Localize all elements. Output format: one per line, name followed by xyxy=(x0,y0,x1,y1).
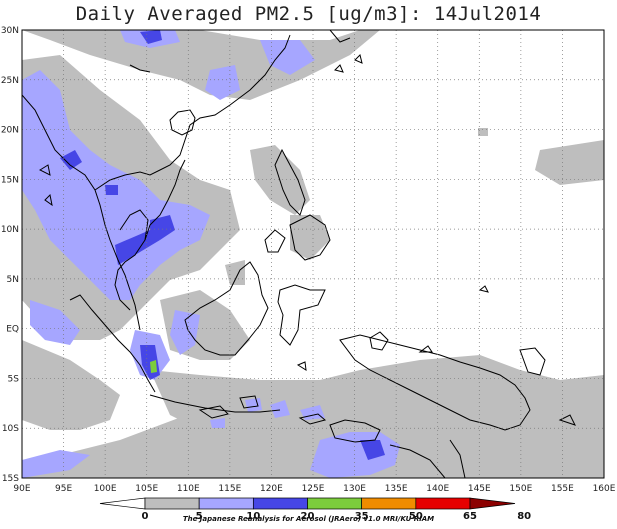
lat-label: 10N xyxy=(1,225,19,235)
lat-label: 15N xyxy=(1,175,19,185)
lon-label: 160E xyxy=(593,484,616,494)
lon-label: 135E xyxy=(385,484,408,494)
lon-label: 145E xyxy=(468,484,491,494)
coastlines xyxy=(22,30,576,478)
lat-label: 5S xyxy=(8,374,20,384)
colorbar-segment xyxy=(307,497,363,510)
colorbar-segment xyxy=(361,497,417,510)
colorbar-tick-label: 65 xyxy=(463,511,477,522)
plot-frame xyxy=(21,29,605,479)
lon-label: 105E xyxy=(135,484,158,494)
colorbar-tick-label: 0 xyxy=(142,511,149,522)
pm25-shading-35-50 xyxy=(150,360,157,373)
lon-label: 150E xyxy=(509,484,532,494)
colorbar-tick-label: 50 xyxy=(409,511,423,522)
colorbar-tick-label: 80 xyxy=(517,511,531,522)
lon-label: 140E xyxy=(426,484,449,494)
lat-label: 30N xyxy=(1,26,19,36)
latitude-labels: 30N 25N 20N 15N 10N 5N EQ 5S 10S 15S xyxy=(1,26,19,484)
lon-label: 130E xyxy=(343,484,366,494)
lon-label: 110E xyxy=(177,484,200,494)
colorbar-segment xyxy=(252,497,308,510)
colorbar-tick-label: 5 xyxy=(196,511,203,522)
lat-label: 15S xyxy=(2,474,19,484)
colorbar-segment xyxy=(198,497,254,510)
colorbar-tick-label: 10 xyxy=(246,511,260,522)
colorbar: 0 5 10 20 35 50 65 80 xyxy=(99,497,531,522)
colorbar-tick-label: 20 xyxy=(301,511,315,522)
lat-label: EQ xyxy=(6,325,19,335)
longitude-labels: 90E 95E 100E 105E 110E 115E 120E 125E 130E 135E 14… xyxy=(13,484,615,494)
lon-label: 95E xyxy=(55,484,72,494)
colorbar-segment xyxy=(469,497,516,510)
lon-label: 125E xyxy=(302,484,325,494)
lon-label: 155E xyxy=(551,484,574,494)
lat-label: 5N xyxy=(7,275,19,285)
colorbar-segment xyxy=(415,497,471,510)
lon-label: 120E xyxy=(260,484,283,494)
gridlines xyxy=(22,30,604,478)
colorbar-segment xyxy=(99,497,146,510)
colorbar-tick-label: 35 xyxy=(355,511,369,522)
map-title: Daily Averaged PM2.5 [ug/m3]: 14Jul2014 xyxy=(75,3,542,25)
colorbar-segment xyxy=(144,497,200,510)
lon-label: 90E xyxy=(13,484,30,494)
lon-label: 115E xyxy=(218,484,241,494)
lat-label: 20N xyxy=(1,126,19,136)
lon-label: 100E xyxy=(94,484,117,494)
lat-label: 25N xyxy=(1,76,19,86)
lat-label: 10S xyxy=(2,424,19,434)
credit-text: The Japanese Reanalysis for Aerosol (JRA… xyxy=(182,515,435,523)
